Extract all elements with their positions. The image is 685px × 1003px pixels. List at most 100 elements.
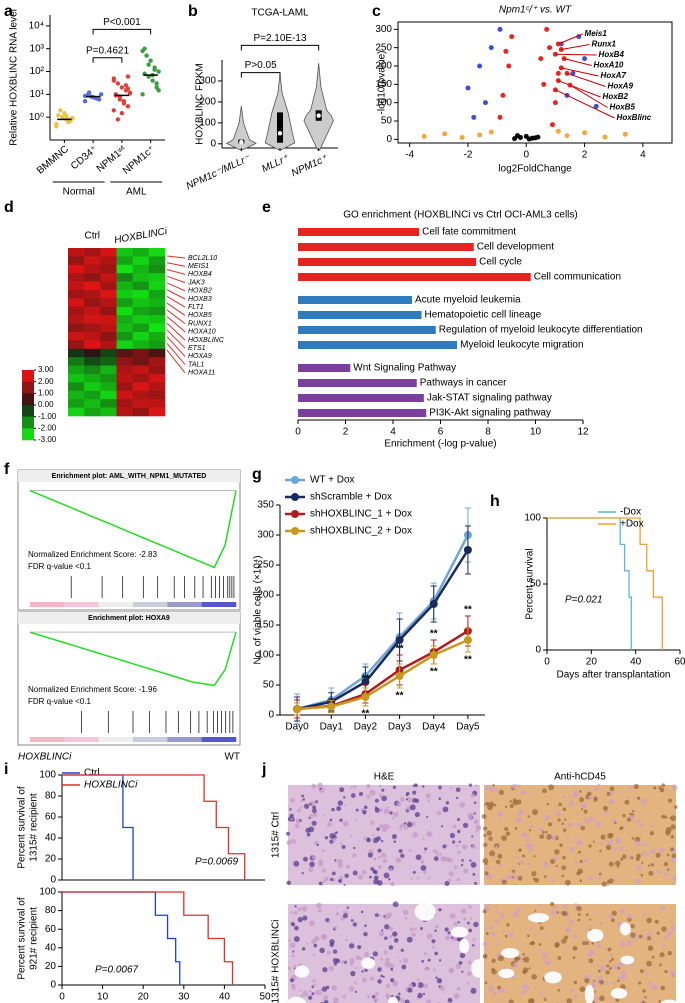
heat-cell <box>148 365 166 375</box>
cell <box>635 878 641 884</box>
heat-cell <box>68 382 85 392</box>
cell <box>301 947 306 951</box>
panel-letter: i <box>4 761 8 778</box>
cell <box>557 956 562 960</box>
heat-cell <box>148 357 166 366</box>
cell <box>413 783 418 788</box>
cell <box>497 985 501 990</box>
cell <box>419 927 424 931</box>
heat-cell <box>100 374 117 383</box>
cell <box>659 847 665 853</box>
cell <box>286 880 291 886</box>
y-tick-label: 40 <box>45 942 57 953</box>
cell <box>473 921 479 928</box>
cell <box>290 817 294 821</box>
data-point <box>622 131 628 137</box>
gsea-title: Enrichment plot: AML_WITH_NPM1_MUTATED <box>52 473 207 480</box>
cell <box>605 970 610 975</box>
cell <box>331 807 335 812</box>
x-tick-label: 2 <box>582 150 588 161</box>
cell <box>447 931 451 935</box>
heat-cell <box>100 281 117 291</box>
significance-mark: ** <box>464 655 472 666</box>
cell <box>355 955 361 960</box>
cell <box>420 859 425 864</box>
cell <box>650 848 656 854</box>
legend-marker <box>291 510 299 518</box>
colorbar-segment <box>22 405 34 417</box>
cell <box>633 784 639 790</box>
cell <box>608 966 612 970</box>
cell <box>559 911 562 914</box>
cell <box>659 952 665 958</box>
cell <box>357 945 362 950</box>
cell <box>486 830 492 836</box>
cell <box>420 864 427 871</box>
x-tick-label: 4 <box>390 427 396 438</box>
y-tick-label: 350 <box>257 500 274 511</box>
heat-cell <box>68 348 85 358</box>
cell <box>652 941 655 944</box>
heat-cell <box>132 323 150 333</box>
cell <box>457 936 463 942</box>
cell <box>424 966 429 971</box>
cell <box>332 958 338 964</box>
cell <box>312 979 316 983</box>
data-point <box>564 133 570 139</box>
cell <box>417 992 423 999</box>
cell <box>663 861 669 867</box>
cell <box>460 863 464 867</box>
column-group-label: HOXBLINCi <box>114 226 169 246</box>
cell <box>608 960 612 963</box>
cell <box>425 999 432 1003</box>
y-tick-label: 0 <box>386 134 392 145</box>
cell <box>576 905 582 912</box>
heat-cell <box>84 332 101 341</box>
cell <box>329 939 335 945</box>
colorbar-label: 3.00 <box>38 365 54 374</box>
colorbar-label: 1.00 <box>38 388 54 397</box>
gene-arrow <box>166 309 186 324</box>
data-point <box>127 91 133 96</box>
heat-cell <box>116 273 133 282</box>
cell <box>379 784 382 788</box>
cell <box>592 840 595 843</box>
vacuole <box>361 957 376 969</box>
cell <box>576 839 582 846</box>
cell <box>408 983 413 988</box>
cell <box>379 793 383 798</box>
cell <box>468 904 472 909</box>
cell <box>423 851 426 854</box>
cell <box>637 820 640 823</box>
data-point <box>497 26 503 32</box>
cell <box>497 975 500 978</box>
cell <box>556 911 559 914</box>
x-tick-label: 40 <box>219 992 231 1003</box>
cell <box>358 792 364 797</box>
cell <box>566 841 569 845</box>
y-axis-title: -log10(pvalue) <box>377 51 388 115</box>
cell <box>440 856 447 862</box>
cell <box>290 922 296 927</box>
cell <box>404 999 410 1003</box>
heat-cell <box>148 256 166 266</box>
phenotype-label: WT <box>224 752 240 763</box>
cell <box>556 906 560 909</box>
heat-cell <box>116 365 133 375</box>
cell <box>585 913 589 917</box>
cell <box>439 985 445 991</box>
cell <box>636 796 641 800</box>
cell <box>573 793 579 799</box>
marker <box>293 705 302 713</box>
panel-letter: e <box>262 199 271 216</box>
data-point <box>488 45 494 51</box>
heat-cell <box>116 248 133 257</box>
heat-cell <box>132 399 150 408</box>
cell <box>544 933 547 937</box>
cell <box>609 786 615 792</box>
x-tick-label: NPM1c⁺ <box>121 144 157 177</box>
y-tick-label: 10³ <box>30 43 45 54</box>
cell <box>511 876 514 879</box>
cell <box>470 987 477 994</box>
cell <box>452 824 457 829</box>
